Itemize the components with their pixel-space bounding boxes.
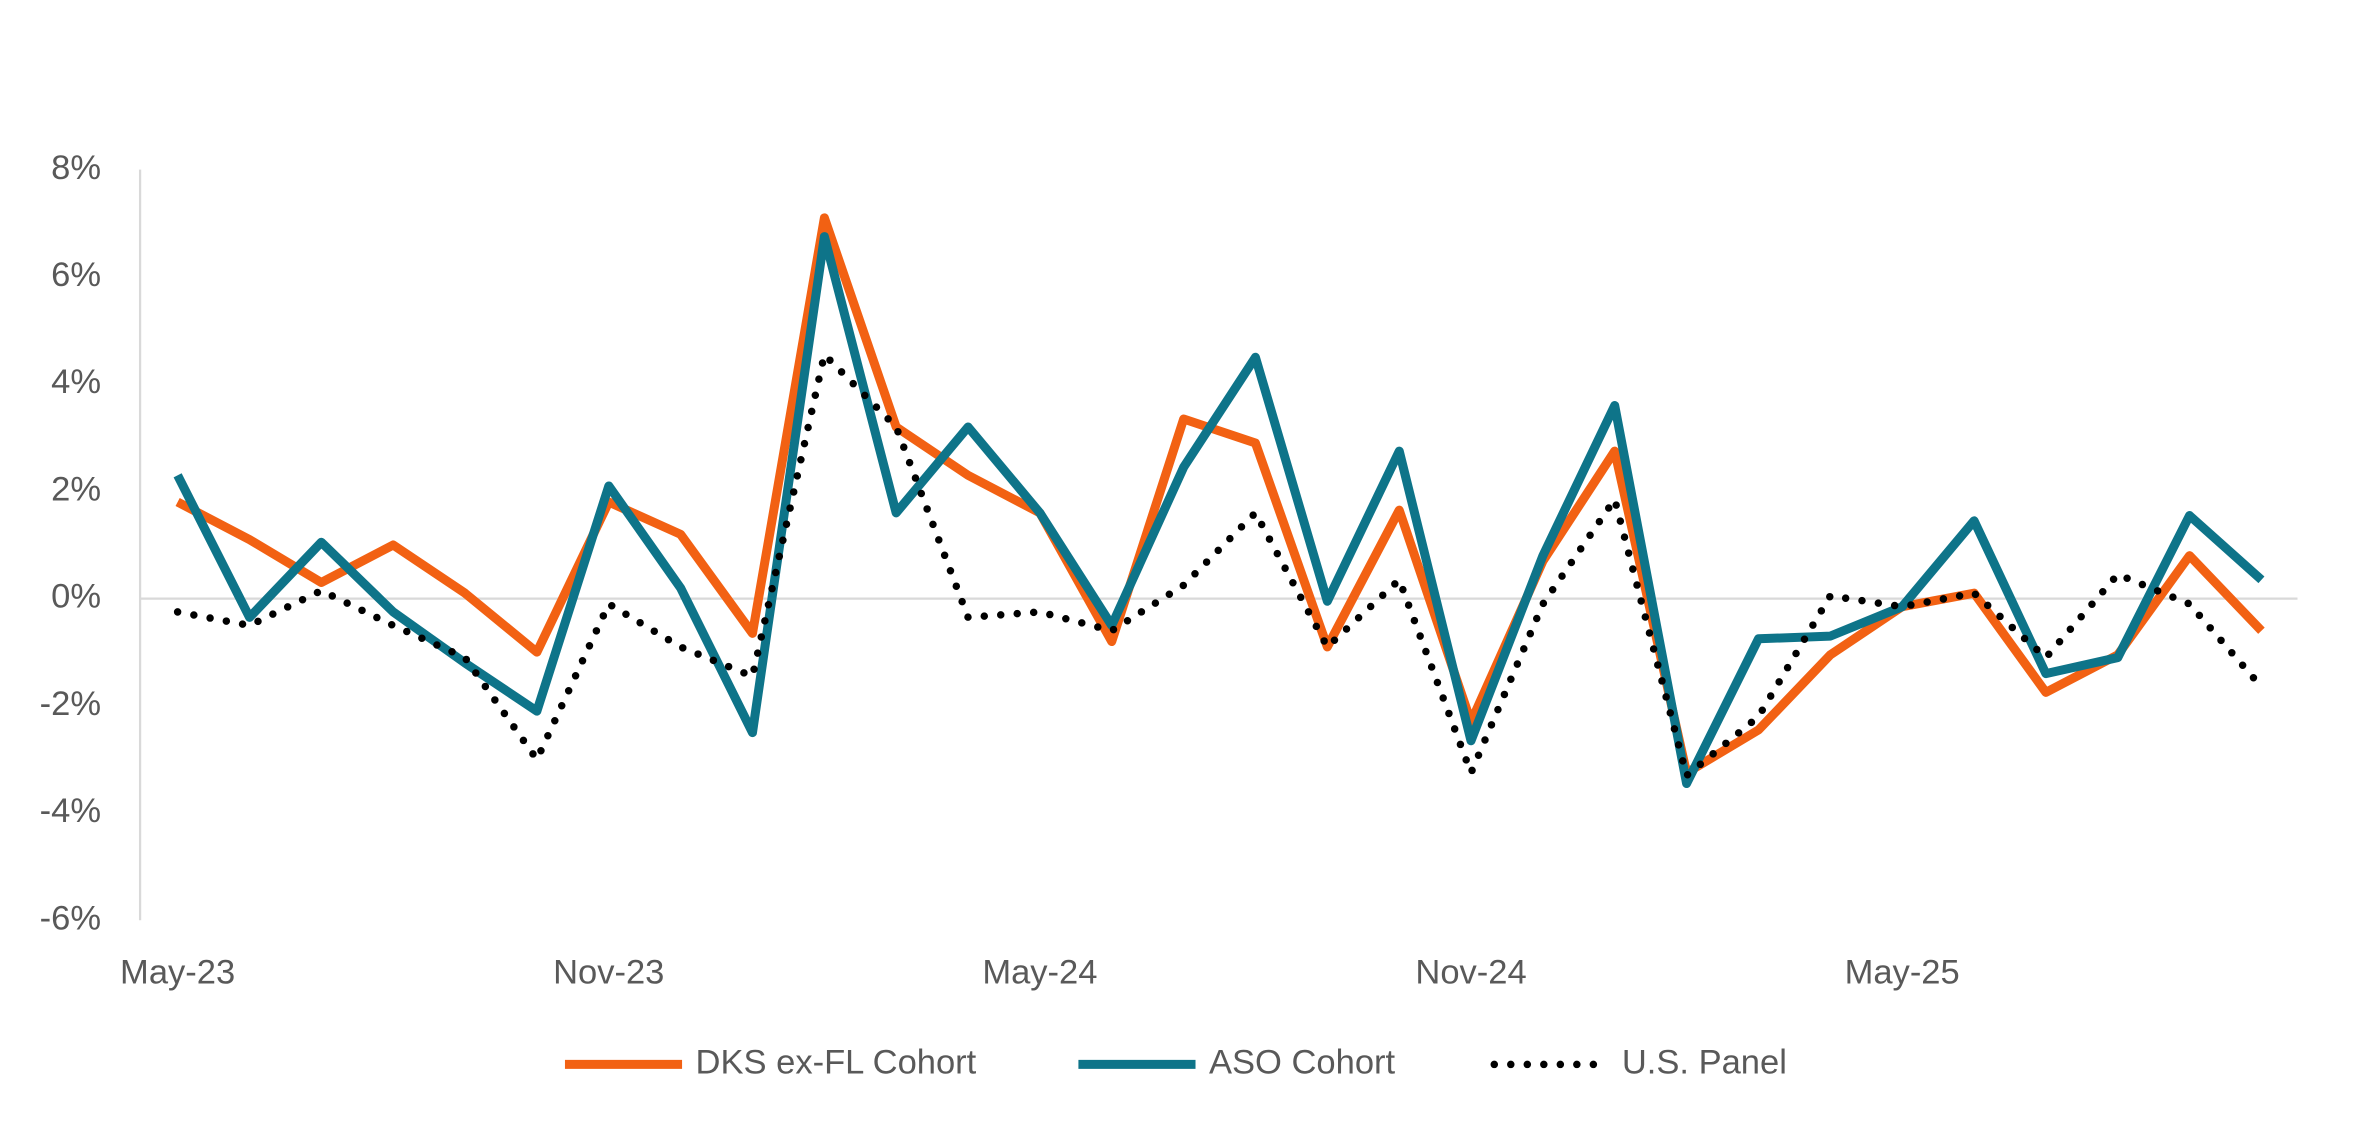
y-tick-label: -6% (40, 899, 101, 937)
series-line (175, 213, 2265, 778)
legend-label: ASO Cohort (1209, 1044, 1395, 1082)
y-tick-label: 6% (51, 256, 101, 294)
y-tick-label: 2% (51, 470, 101, 508)
x-tick-label: May-25 (1845, 953, 1960, 991)
series-line (173, 232, 2265, 789)
y-tick-label: -4% (40, 792, 101, 830)
x-tick-label: May-23 (120, 953, 235, 991)
series-line (173, 350, 2266, 780)
y-tick-label: 8% (51, 149, 101, 187)
y-tick-label: 0% (51, 578, 101, 616)
x-tick-label: May-24 (982, 953, 1097, 991)
legend-label: U.S. Panel (1622, 1044, 1787, 1082)
y-tick-label: -2% (40, 685, 101, 723)
x-tick-label: Nov-24 (1415, 953, 1526, 991)
x-tick-label: Nov-23 (553, 953, 664, 991)
y-tick-label: 4% (51, 363, 101, 401)
legend-label: DKS ex-FL Cohort (696, 1044, 977, 1082)
